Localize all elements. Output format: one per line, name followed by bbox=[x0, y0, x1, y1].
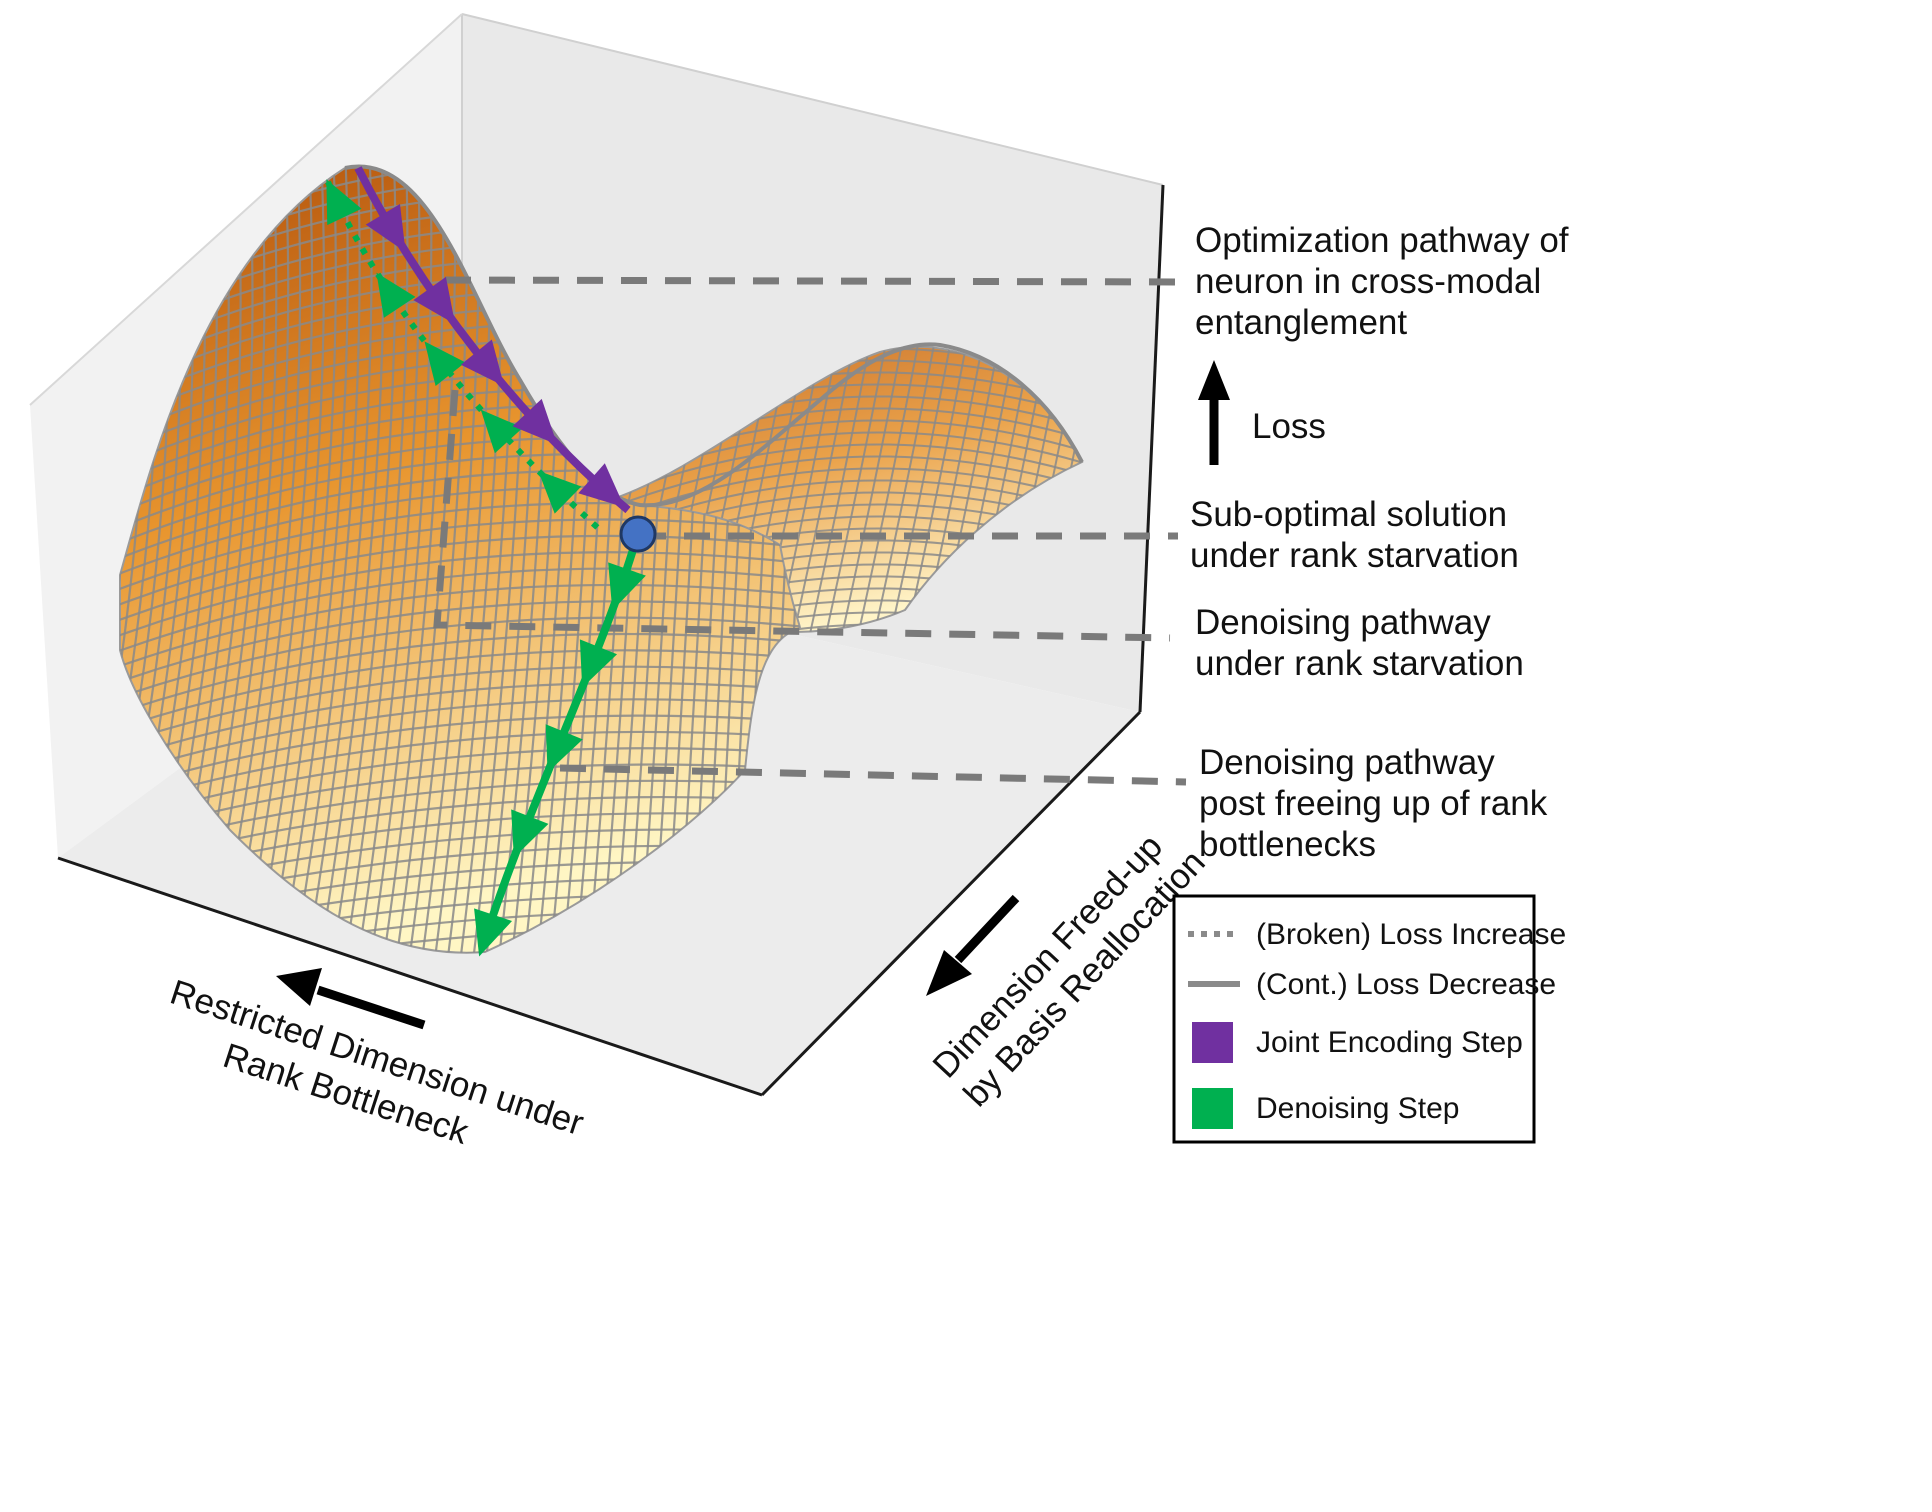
mesh-line bbox=[120, 632, 800, 728]
mesh-line bbox=[263, 166, 337, 953]
green-down-arrows bbox=[474, 562, 646, 957]
annotation-entanglement-line2: neuron in cross-modal bbox=[1195, 262, 1541, 301]
leader-entanglement bbox=[444, 276, 1176, 286]
mesh-line bbox=[237, 166, 314, 953]
purple-down-arrows bbox=[365, 203, 625, 508]
annotation-suboptimal: Sub-optimal solution under rank starvati… bbox=[1190, 495, 1519, 575]
purple-square-icon bbox=[1192, 1022, 1233, 1063]
mesh-line bbox=[120, 551, 800, 652]
annotation-denoising-starved-line2: under rank starvation bbox=[1195, 644, 1524, 683]
path-arrowhead bbox=[376, 272, 416, 318]
legend: (Broken) Loss Increase (Cont.) Loss Decr… bbox=[1172, 894, 1566, 1144]
freed-axis-arrow-head bbox=[926, 950, 972, 996]
path-arrowhead bbox=[474, 908, 513, 957]
loss-label: Loss bbox=[1252, 407, 1326, 446]
path-arrowhead bbox=[512, 398, 558, 445]
path-arrowhead bbox=[365, 203, 406, 252]
path-arrowhead bbox=[608, 562, 646, 611]
restricted-axis-arrow-head bbox=[276, 968, 322, 1006]
surface-ridge-edge bbox=[344, 164, 1084, 508]
loss-indicator: Loss bbox=[1198, 360, 1326, 465]
mesh-line bbox=[610, 467, 1082, 525]
annotation-denoising-starved: Denoising pathway under rank starvation bbox=[1195, 603, 1524, 683]
mesh-line bbox=[610, 443, 1082, 501]
green-up-arrows bbox=[326, 179, 582, 514]
mesh-line bbox=[225, 166, 302, 953]
mesh-line bbox=[610, 623, 1082, 632]
restricted-axis-arrow-shaft bbox=[316, 985, 426, 1030]
mesh-line bbox=[120, 681, 800, 773]
optimization-paths bbox=[325, 166, 657, 957]
loss-arrow-head bbox=[1198, 360, 1230, 400]
freed-axis-arrow-shaft bbox=[954, 894, 1020, 964]
box-edge bbox=[29, 13, 463, 406]
legend-item-denoising: Denoising Step bbox=[1256, 1092, 1459, 1125]
leader-denoising-freed bbox=[559, 764, 1187, 786]
box-edge-dark bbox=[760, 710, 1142, 1097]
annotation-entanglement: Optimization pathway of neuron in cross-… bbox=[1195, 221, 1569, 342]
path-arrowhead bbox=[538, 470, 582, 514]
mesh-line bbox=[610, 455, 1082, 513]
mesh-line bbox=[120, 665, 800, 758]
annotation-denoising-freed-line1: Denoising pathway bbox=[1199, 743, 1495, 782]
axis-arrows bbox=[276, 894, 1020, 1030]
annotation-entanglement-line1: Optimization pathway of bbox=[1195, 221, 1569, 260]
mesh-line bbox=[120, 649, 800, 743]
legend-item-joint-encoding: Joint Encoding Step bbox=[1256, 1026, 1523, 1059]
path-arrowhead bbox=[413, 276, 456, 325]
mesh-line bbox=[120, 698, 800, 789]
box-edge bbox=[461, 13, 1164, 186]
path-arrowhead bbox=[480, 409, 523, 454]
mesh-line bbox=[120, 518, 800, 622]
legend-item-loss-decrease: (Cont.) Loss Decrease bbox=[1256, 968, 1556, 1001]
mesh-line bbox=[340, 166, 409, 953]
box-edge-dark bbox=[57, 856, 763, 1097]
path-arrowhead bbox=[545, 724, 583, 773]
path-arrowhead bbox=[326, 179, 362, 226]
annotation-denoising-freed-line2: post freeing up of rank bbox=[1199, 784, 1548, 823]
mesh-line bbox=[803, 346, 876, 632]
mesh-line bbox=[120, 534, 800, 637]
legend-item-loss-increase: (Broken) Loss Increase bbox=[1256, 918, 1566, 951]
mesh-line bbox=[819, 346, 892, 632]
annotation-denoising-freed: Denoising pathway post freeing up of ran… bbox=[1199, 743, 1548, 864]
leader-lines bbox=[433, 276, 1187, 786]
annotation-denoising-freed-line3: bottlenecks bbox=[1199, 825, 1376, 864]
annotation-suboptimal-line2: under rank starvation bbox=[1190, 536, 1519, 575]
path-arrowhead bbox=[578, 463, 625, 508]
leader-denoising-starved bbox=[433, 389, 1171, 642]
path-arrowhead bbox=[460, 339, 505, 387]
path-arrowhead bbox=[579, 639, 618, 688]
suboptimal-point bbox=[619, 515, 657, 553]
box-edge-dark bbox=[1138, 184, 1165, 713]
path-arrowhead bbox=[424, 341, 466, 386]
green-square-icon bbox=[1192, 1088, 1233, 1129]
mesh-line bbox=[366, 166, 433, 953]
legend-box bbox=[1172, 894, 1536, 1144]
mesh-line bbox=[120, 583, 800, 682]
annotation-entanglement-line3: entanglement bbox=[1195, 303, 1407, 342]
path-arrowhead bbox=[511, 809, 549, 858]
annotation-denoising-starved-line1: Denoising pathway bbox=[1195, 603, 1491, 642]
annotation-suboptimal-line1: Sub-optimal solution bbox=[1190, 495, 1507, 534]
